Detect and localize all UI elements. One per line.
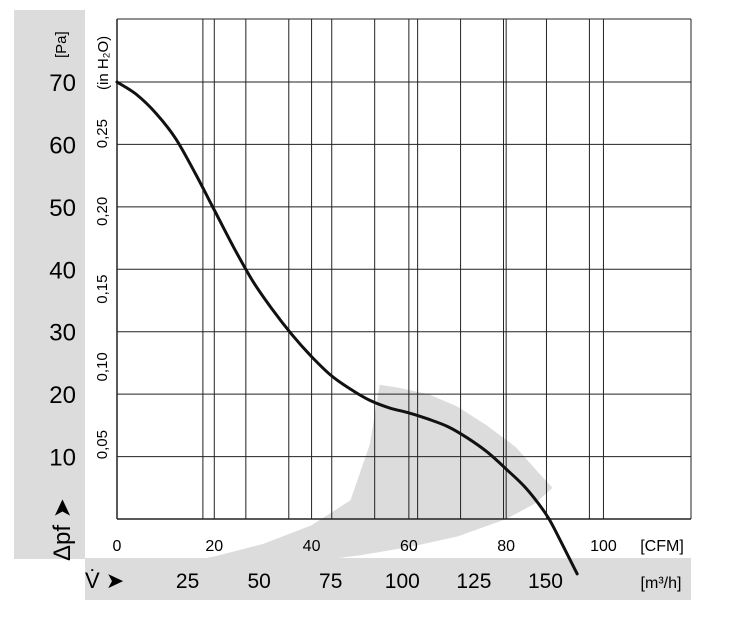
x-tick-label-cfm: 20 — [205, 538, 223, 555]
grid-layer — [116, 18, 692, 520]
y-tick-label-pa: 60 — [49, 132, 76, 159]
x-axis-unit-m3h: [m³/h] — [641, 575, 682, 592]
curve-layer — [115, 80, 579, 576]
x-tick-label-m3h: 125 — [456, 570, 491, 593]
x-tick-label-cfm: 80 — [497, 538, 515, 555]
y-tick-label-pa: 30 — [49, 320, 76, 347]
x-tick-label-m3h: 75 — [319, 570, 342, 593]
x-tick-label-cfm: 40 — [303, 538, 321, 555]
operating-region-layer — [117, 384, 553, 574]
x-tick-label-cfm: 0 — [113, 538, 122, 555]
x-tick-label-cfm: 100 — [590, 538, 617, 555]
y-axis-symbol: Δpf ➤ — [49, 498, 76, 561]
y-tick-label-inh2o: 0,20 — [94, 197, 111, 226]
y-tick-label-pa: 10 — [49, 445, 76, 472]
left-axis-band — [14, 10, 85, 559]
y-tick-label-inh2o: 0,15 — [94, 274, 111, 303]
label-layer: 10 20 30 40 50 60 70 0,05 0,10 0,15 0,20 0,25 0 20 40 6… — [49, 70, 617, 593]
x-tick-label-m3h: 150 — [528, 570, 563, 593]
y-tick-label-inh2o: 0,25 — [94, 119, 111, 148]
x-axis-symbol: V̇ ➤ — [85, 568, 124, 593]
y-tick-label-pa: 70 — [49, 70, 76, 97]
y-tick-label-pa: 50 — [49, 195, 76, 222]
y-tick-label-pa: 20 — [49, 382, 76, 409]
x-tick-label-m3h: 25 — [176, 570, 199, 593]
x-tick-label-cfm: 60 — [400, 538, 418, 555]
y-axis-unit-pa: [Pa] — [53, 31, 70, 58]
x-tick-label-m3h: 50 — [247, 570, 270, 593]
y-tick-label-inh2o: 0,05 — [94, 430, 111, 459]
x-axis-unit-cfm: [CFM] — [640, 538, 684, 555]
y-tick-label-inh2o: 0,10 — [94, 352, 111, 381]
y-tick-label-pa: 40 — [49, 257, 76, 284]
pressure-curve — [115, 80, 579, 576]
x-tick-label-m3h: 100 — [385, 570, 420, 593]
operating-region — [117, 384, 553, 574]
y-axis-unit-inh2o: (in H₂O) — [95, 36, 112, 90]
